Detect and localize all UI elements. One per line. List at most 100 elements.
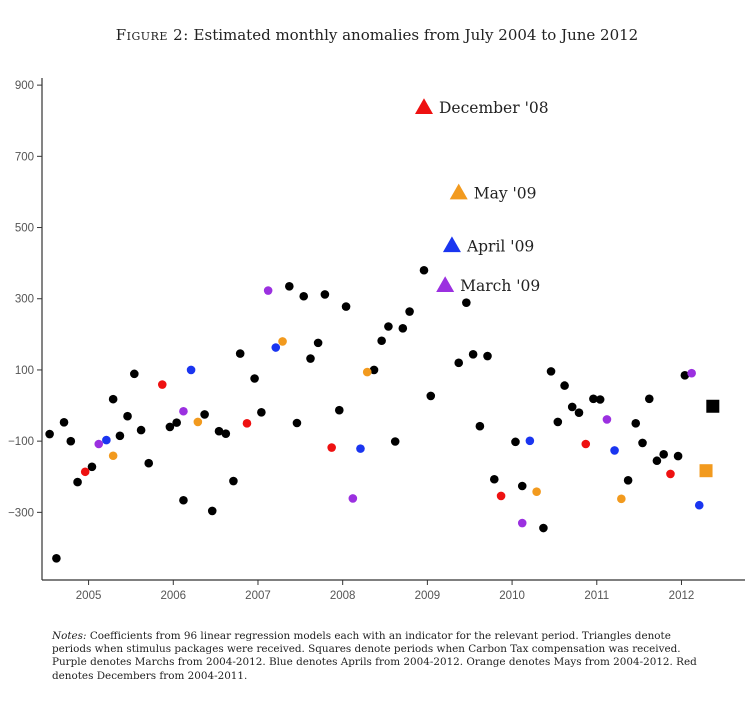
other-point	[144, 458, 154, 468]
other-point	[250, 374, 259, 383]
march-point	[687, 368, 696, 378]
x-tick-label: 2012	[669, 590, 695, 602]
other-point	[454, 358, 464, 368]
other-point	[483, 351, 492, 361]
chart-points	[45, 265, 704, 563]
y-tick-label: 100	[15, 365, 34, 377]
other-point	[130, 369, 139, 379]
other-point	[589, 394, 598, 404]
december-stimulus-triangle	[414, 98, 433, 114]
other-point	[221, 429, 231, 438]
april-point	[356, 444, 365, 453]
other-point	[560, 381, 569, 390]
other-point	[398, 323, 408, 333]
other-point	[341, 302, 351, 311]
figure-label: Figure 2:	[115, 26, 189, 44]
notes-text: Coefficients from 96 linear regression m…	[52, 630, 697, 682]
april-point	[102, 435, 111, 445]
triangle-label: December '08	[439, 99, 549, 117]
march-point	[602, 415, 612, 424]
y-tick-label: 500	[15, 223, 34, 235]
other-point	[638, 438, 647, 448]
other-point	[320, 290, 330, 299]
other-point	[517, 481, 527, 491]
other-point	[419, 265, 429, 275]
chart-axes	[41, 78, 745, 581]
december-point	[157, 380, 167, 389]
other-point	[489, 474, 499, 484]
x-tick-label: 2006	[160, 590, 186, 602]
x-tick-label: 2008	[330, 590, 356, 602]
other-point	[553, 417, 563, 427]
other-point	[52, 553, 61, 563]
april-stimulus-triangle	[442, 236, 461, 253]
other-point	[652, 456, 662, 466]
other-point	[235, 349, 245, 358]
other-point	[87, 462, 97, 472]
other-point	[475, 421, 485, 431]
other-point	[334, 405, 344, 415]
other-point	[468, 349, 478, 359]
other-point	[369, 365, 379, 375]
other-point	[136, 425, 146, 435]
figure-title-text: Estimated monthly anomalies from July 20…	[193, 26, 639, 44]
other-carbon-tax-square	[706, 399, 720, 413]
other-point	[229, 476, 238, 486]
y-tick-label: 700	[15, 151, 34, 163]
other-point	[462, 298, 471, 307]
other-point	[207, 506, 217, 516]
chart-annotations: December '08 May '09 April '09 March '09	[414, 98, 720, 478]
other-point	[574, 408, 584, 417]
other-point	[200, 410, 209, 419]
other-point	[377, 336, 386, 346]
other-point	[108, 394, 118, 404]
other-point	[673, 451, 683, 461]
other-point	[680, 370, 690, 380]
december-point	[80, 467, 90, 477]
other-point	[539, 523, 548, 533]
other-point	[644, 394, 654, 404]
april-point	[610, 446, 619, 455]
x-tick-label: 2009	[415, 590, 441, 602]
may-point	[532, 487, 541, 497]
notes-label: Notes:	[52, 630, 87, 642]
y-tick-label: 900	[15, 80, 34, 92]
other-point	[631, 419, 641, 428]
other-point	[45, 429, 54, 439]
december-point	[581, 439, 591, 449]
other-point	[66, 436, 76, 446]
other-point	[384, 322, 393, 331]
march-stimulus-triangle	[436, 276, 455, 292]
other-point	[257, 408, 266, 417]
other-point	[165, 422, 175, 432]
triangle-label: May '09	[474, 185, 537, 203]
other-point	[59, 417, 69, 427]
other-point	[172, 418, 181, 427]
other-point	[390, 437, 400, 446]
y-tick-label: −100	[8, 436, 34, 448]
figure-title: Figure 2: Estimated monthly anomalies fr…	[0, 26, 754, 44]
triangle-label: March '09	[460, 277, 540, 295]
other-point	[306, 354, 315, 363]
december-point	[666, 469, 675, 479]
other-point	[659, 450, 668, 459]
x-tick-label: 2005	[76, 590, 102, 602]
april-point	[525, 436, 535, 446]
may-point	[278, 337, 287, 346]
december-point	[242, 419, 252, 428]
other-point	[179, 495, 188, 505]
other-point	[313, 338, 323, 348]
march-point	[348, 494, 358, 503]
december-point	[496, 491, 506, 501]
december-point	[327, 443, 336, 452]
may-point	[108, 451, 118, 461]
other-point	[546, 367, 556, 376]
scatter-chart: −300 −100 100 300 500 700 900 2005 2006 2007 2008 2…	[8, 78, 745, 602]
other-point	[115, 431, 125, 441]
y-tick-label: −300	[8, 507, 34, 519]
x-tick-label: 2010	[499, 590, 525, 602]
april-point	[186, 365, 196, 375]
y-tick-label: 300	[15, 294, 34, 306]
april-point	[694, 500, 704, 510]
x-tick-label: 2007	[245, 590, 271, 602]
